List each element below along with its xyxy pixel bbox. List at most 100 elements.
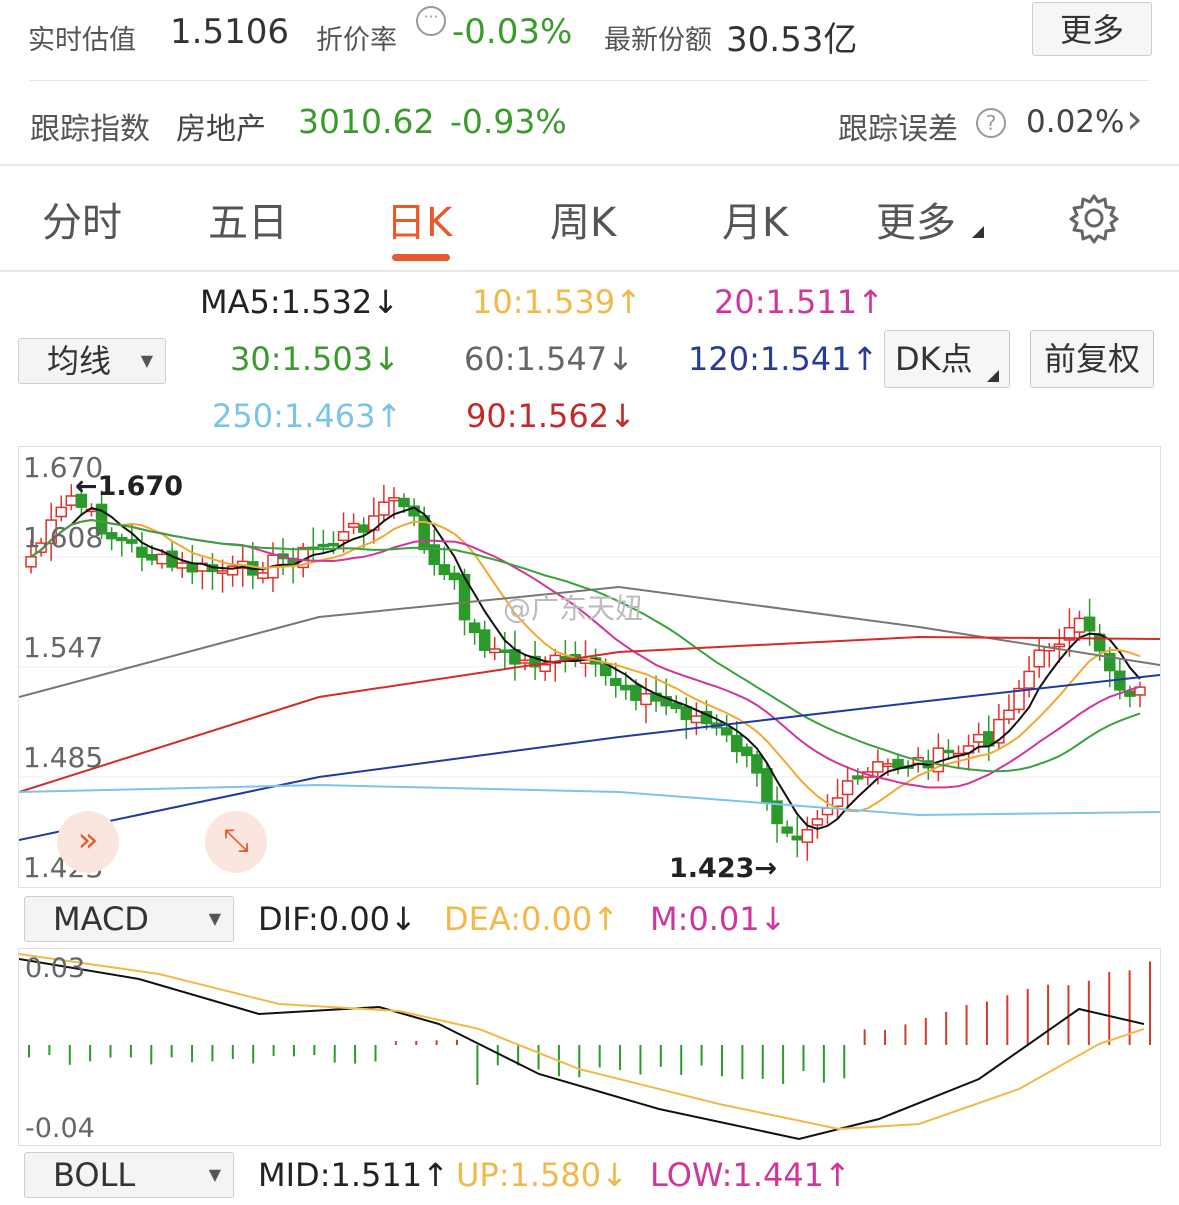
ma120-text: 120:1.541 (688, 340, 852, 378)
tab-monthly-k[interactable]: 月K (722, 200, 789, 246)
macd-svg (19, 953, 1151, 1141)
y-label-3: 1.547 (23, 631, 104, 664)
candle-body (751, 754, 763, 774)
high-marker-value: 1.670 (97, 471, 184, 502)
candle-body (1033, 649, 1045, 668)
candle-body (176, 562, 188, 569)
candle-body (882, 763, 894, 768)
candle-body (640, 693, 652, 706)
tab-daily-k[interactable]: 日K (386, 200, 453, 246)
tracking-error-value: 0.02% (1026, 104, 1125, 140)
boll-low-text: LOW:1.441 (650, 1156, 825, 1194)
dk-corner-icon (987, 370, 999, 382)
forward-adjust-button[interactable]: 前复权 (1030, 330, 1154, 388)
candle-body (609, 677, 622, 687)
boll-up-text: UP:1.580 (456, 1156, 602, 1194)
candle-body (529, 655, 541, 668)
candle-body (337, 531, 350, 542)
macd-selector[interactable]: MACD ▼ (24, 896, 234, 942)
candle-body (660, 696, 672, 707)
candle-body (831, 797, 844, 808)
macd-y-bottom: -0.04 (25, 1113, 95, 1144)
candle-body (690, 715, 703, 724)
fullscreen-icon[interactable]: ⤡ (205, 811, 267, 873)
dea-line (19, 953, 1145, 1131)
candle-body (95, 503, 108, 535)
more-tab-corner-icon (972, 226, 984, 238)
candle-body (55, 506, 67, 518)
candle-body (438, 564, 451, 576)
candle-body (972, 733, 985, 743)
candle-body (1013, 687, 1025, 711)
boll-mid-text: MID:1.511 (258, 1156, 423, 1194)
shares-value: 30.53亿 (726, 20, 858, 60)
y-label-4: 1.485 (23, 741, 104, 774)
boll-selector[interactable]: BOLL ▼ (24, 1152, 234, 1198)
ma30-line (30, 518, 1141, 773)
ma-selector[interactable]: 均线 ▼ (18, 338, 166, 384)
macd-m-text: M:0.01 (650, 900, 760, 938)
tab-intraday[interactable]: 分时 (42, 200, 122, 246)
candle-body (519, 659, 531, 664)
section-divider (0, 164, 1179, 166)
candle-body (126, 539, 138, 544)
realtime-value: 1.5106 (170, 12, 289, 52)
candle-body (841, 780, 854, 796)
candle-body (378, 501, 390, 516)
macd-y-top: 0.03 (25, 953, 86, 984)
candle-body (741, 746, 753, 757)
macd-dif-arrow: ↓ (390, 900, 417, 938)
candle-body (257, 572, 269, 579)
candle-body (620, 684, 632, 691)
tab-five-day[interactable]: 五日 (208, 200, 288, 246)
candle-body (489, 648, 501, 654)
candle-body (458, 574, 471, 621)
candle-body (45, 519, 57, 545)
tracking-error-label: 跟踪误差 (838, 112, 958, 147)
discount-label: 折价率 (316, 25, 397, 56)
dif-line (19, 958, 1145, 1141)
y-label-2: 1.608 (23, 521, 104, 554)
tracking-index-name: 房地产 (176, 112, 266, 147)
shares-label: 最新份额 (604, 25, 712, 56)
candle-body (811, 818, 824, 826)
ma30-text: 30:1.503 (230, 340, 374, 378)
candle-body (327, 542, 340, 547)
candle-body (791, 835, 803, 841)
macd-dif-text: DIF:0.00 (258, 900, 391, 938)
candle-body (1104, 652, 1116, 672)
macd-dea-arrow: ↑ (592, 900, 620, 938)
ma120-arrow: ↑ (851, 340, 879, 378)
candle-body (1073, 617, 1086, 633)
candle-body (942, 749, 955, 754)
tracking-index-value: 3010.62 (298, 102, 435, 141)
tab-more[interactable]: 更多 (876, 200, 956, 246)
candle-body (75, 493, 88, 508)
tab-weekly-k[interactable]: 周K (550, 200, 617, 246)
candle-body (892, 758, 904, 769)
boll-low-arrow: ↑ (824, 1156, 851, 1194)
macd-chart[interactable]: 0.03 -0.04 (18, 948, 1161, 1146)
kline-chart[interactable]: 1.670 1.608 1.547 1.485 1.423 ←1.670 1.4… (18, 446, 1161, 888)
boll-mid-arrow: ↑ (422, 1156, 449, 1194)
dk-point-button[interactable]: DK点 (884, 330, 1010, 388)
settings-gear-icon[interactable] (1068, 192, 1120, 244)
candle-body (1083, 616, 1096, 632)
ma60-text: 60:1.547 (464, 340, 608, 378)
high-marker: ←1.670 (75, 471, 184, 502)
chevron-right-icon[interactable]: › (1126, 94, 1143, 143)
realtime-label: 实时估值 (28, 25, 136, 56)
chat-bubble-icon[interactable]: ··· (416, 6, 446, 36)
macd-m: M:0.01↓ (650, 900, 786, 938)
help-icon[interactable]: ? (976, 108, 1006, 138)
candle-body (105, 532, 118, 540)
expand-left-icon[interactable]: » (57, 811, 119, 873)
ma90-value: 90:1.562↓ (466, 397, 636, 435)
candle-body (136, 546, 148, 558)
ma60-value: 60:1.547↓ (464, 340, 634, 378)
candle-body (539, 664, 551, 673)
candle-body (771, 800, 783, 825)
candle-body (317, 543, 330, 548)
more-button[interactable]: 更多 (1032, 2, 1152, 56)
candle-body (993, 718, 1005, 744)
